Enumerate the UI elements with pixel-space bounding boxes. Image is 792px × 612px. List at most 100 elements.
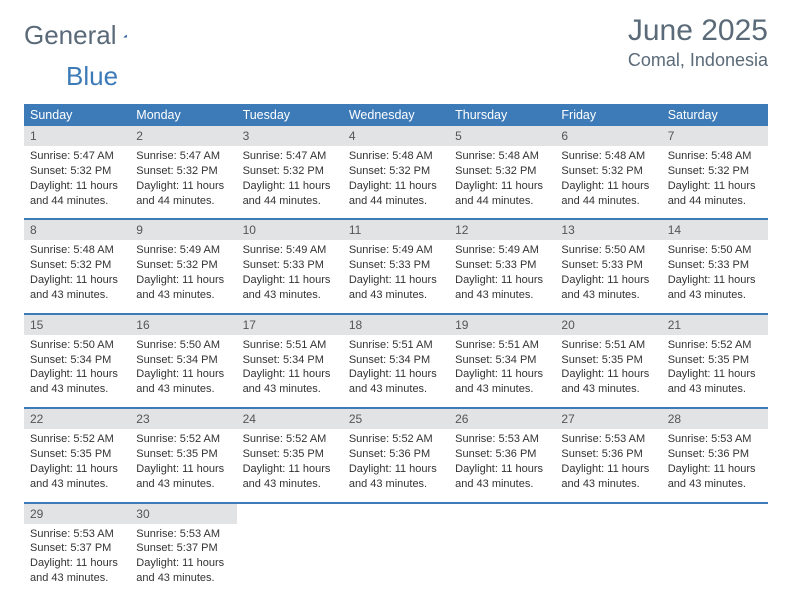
sunset-label: Sunset: xyxy=(668,354,705,366)
sunrise-label: Sunrise: xyxy=(30,339,70,351)
day-number: 21 xyxy=(662,315,768,335)
daylight-line: Daylight: 11 hours and 43 minutes. xyxy=(243,367,337,397)
sunset-value: 5:36 PM xyxy=(496,448,537,460)
day-body-empty xyxy=(555,524,661,537)
sunrise-label: Sunrise: xyxy=(349,433,389,445)
sunrise-label: Sunrise: xyxy=(136,150,176,162)
sunrise-label: Sunrise: xyxy=(30,528,70,540)
calendar-day: 2Sunrise: 5:47 AMSunset: 5:32 PMDaylight… xyxy=(130,126,236,218)
calendar-day: 25Sunrise: 5:52 AMSunset: 5:36 PMDayligh… xyxy=(343,409,449,501)
sunset-value: 5:34 PM xyxy=(283,354,324,366)
calendar-day: 22Sunrise: 5:52 AMSunset: 5:35 PMDayligh… xyxy=(24,409,130,501)
day-number: 28 xyxy=(662,409,768,429)
sunset-label: Sunset: xyxy=(30,354,67,366)
calendar-day: 24Sunrise: 5:52 AMSunset: 5:35 PMDayligh… xyxy=(237,409,343,501)
sunrise-value: 5:53 AM xyxy=(711,433,751,445)
day-number: 23 xyxy=(130,409,236,429)
day-number: 8 xyxy=(24,220,130,240)
sunrise-line: Sunrise: 5:52 AM xyxy=(668,338,762,353)
daylight-label: Daylight: xyxy=(30,180,73,192)
sunrise-label: Sunrise: xyxy=(136,244,176,256)
sunrise-label: Sunrise: xyxy=(561,244,601,256)
daylight-line: Daylight: 11 hours and 43 minutes. xyxy=(668,367,762,397)
sunrise-value: 5:49 AM xyxy=(499,244,539,256)
calendar-week: 22Sunrise: 5:52 AMSunset: 5:35 PMDayligh… xyxy=(24,409,768,503)
sunrise-value: 5:47 AM xyxy=(180,150,220,162)
day-number: 29 xyxy=(24,504,130,524)
sunset-label: Sunset: xyxy=(349,354,386,366)
daylight-label: Daylight: xyxy=(561,463,604,475)
sunset-line: Sunset: 5:34 PM xyxy=(136,353,230,368)
daylight-label: Daylight: xyxy=(30,557,73,569)
sunrise-line: Sunrise: 5:50 AM xyxy=(668,243,762,258)
sunset-value: 5:37 PM xyxy=(177,542,218,554)
day-number: 5 xyxy=(449,126,555,146)
calendar-day xyxy=(555,504,661,596)
day-number: 22 xyxy=(24,409,130,429)
sunrise-value: 5:52 AM xyxy=(180,433,220,445)
sunrise-label: Sunrise: xyxy=(668,433,708,445)
sunset-value: 5:35 PM xyxy=(602,354,643,366)
logo-sail-icon xyxy=(123,25,127,47)
daylight-line: Daylight: 11 hours and 43 minutes. xyxy=(136,462,230,492)
calendar-day: 9Sunrise: 5:49 AMSunset: 5:32 PMDaylight… xyxy=(130,220,236,312)
daylight-label: Daylight: xyxy=(136,368,179,380)
calendar-day: 5Sunrise: 5:48 AMSunset: 5:32 PMDaylight… xyxy=(449,126,555,218)
daylight-line: Daylight: 11 hours and 43 minutes. xyxy=(243,273,337,303)
sunset-label: Sunset: xyxy=(561,354,598,366)
day-body: Sunrise: 5:49 AMSunset: 5:33 PMDaylight:… xyxy=(449,240,555,312)
daylight-line: Daylight: 11 hours and 43 minutes. xyxy=(668,273,762,303)
calendar-week: 15Sunrise: 5:50 AMSunset: 5:34 PMDayligh… xyxy=(24,315,768,409)
sunset-line: Sunset: 5:37 PM xyxy=(30,541,124,556)
daylight-label: Daylight: xyxy=(243,463,286,475)
sunset-label: Sunset: xyxy=(455,354,492,366)
daylight-label: Daylight: xyxy=(349,180,392,192)
sunrise-label: Sunrise: xyxy=(455,244,495,256)
sunset-value: 5:35 PM xyxy=(283,448,324,460)
sunset-line: Sunset: 5:34 PM xyxy=(349,353,443,368)
day-number: 20 xyxy=(555,315,661,335)
sunset-line: Sunset: 5:35 PM xyxy=(30,447,124,462)
day-body: Sunrise: 5:48 AMSunset: 5:32 PMDaylight:… xyxy=(449,146,555,218)
sunrise-value: 5:52 AM xyxy=(711,339,751,351)
sunset-line: Sunset: 5:33 PM xyxy=(455,258,549,273)
logo: General xyxy=(24,20,151,51)
sunrise-label: Sunrise: xyxy=(668,339,708,351)
sunrise-line: Sunrise: 5:49 AM xyxy=(455,243,549,258)
day-body: Sunrise: 5:53 AMSunset: 5:36 PMDaylight:… xyxy=(662,429,768,501)
daylight-line: Daylight: 11 hours and 43 minutes. xyxy=(349,462,443,492)
day-header: Sunday xyxy=(24,104,130,126)
daylight-line: Daylight: 11 hours and 43 minutes. xyxy=(561,462,655,492)
day-body-empty xyxy=(237,524,343,537)
sunrise-line: Sunrise: 5:47 AM xyxy=(30,149,124,164)
day-number-empty xyxy=(555,504,661,524)
sunrise-label: Sunrise: xyxy=(561,433,601,445)
sunrise-label: Sunrise: xyxy=(455,433,495,445)
daylight-label: Daylight: xyxy=(561,180,604,192)
sunset-value: 5:34 PM xyxy=(496,354,537,366)
sunset-value: 5:33 PM xyxy=(389,259,430,271)
sunset-label: Sunset: xyxy=(668,165,705,177)
sunrise-value: 5:47 AM xyxy=(286,150,326,162)
day-body: Sunrise: 5:53 AMSunset: 5:37 PMDaylight:… xyxy=(130,524,236,596)
sunset-line: Sunset: 5:32 PM xyxy=(30,258,124,273)
daylight-label: Daylight: xyxy=(668,368,711,380)
calendar-day: 18Sunrise: 5:51 AMSunset: 5:34 PMDayligh… xyxy=(343,315,449,407)
day-body: Sunrise: 5:49 AMSunset: 5:33 PMDaylight:… xyxy=(343,240,449,312)
sunrise-value: 5:50 AM xyxy=(605,244,645,256)
sunset-label: Sunset: xyxy=(561,259,598,271)
sunrise-value: 5:52 AM xyxy=(73,433,113,445)
daylight-label: Daylight: xyxy=(243,368,286,380)
calendar-body: 1Sunrise: 5:47 AMSunset: 5:32 PMDaylight… xyxy=(24,126,768,596)
sunset-label: Sunset: xyxy=(243,259,280,271)
sunrise-value: 5:47 AM xyxy=(73,150,113,162)
sunrise-line: Sunrise: 5:52 AM xyxy=(30,432,124,447)
sunrise-line: Sunrise: 5:53 AM xyxy=(668,432,762,447)
day-number: 10 xyxy=(237,220,343,240)
daylight-label: Daylight: xyxy=(668,274,711,286)
sunset-label: Sunset: xyxy=(243,354,280,366)
day-body: Sunrise: 5:48 AMSunset: 5:32 PMDaylight:… xyxy=(662,146,768,218)
daylight-label: Daylight: xyxy=(243,274,286,286)
daylight-line: Daylight: 11 hours and 43 minutes. xyxy=(30,367,124,397)
sunset-label: Sunset: xyxy=(349,165,386,177)
